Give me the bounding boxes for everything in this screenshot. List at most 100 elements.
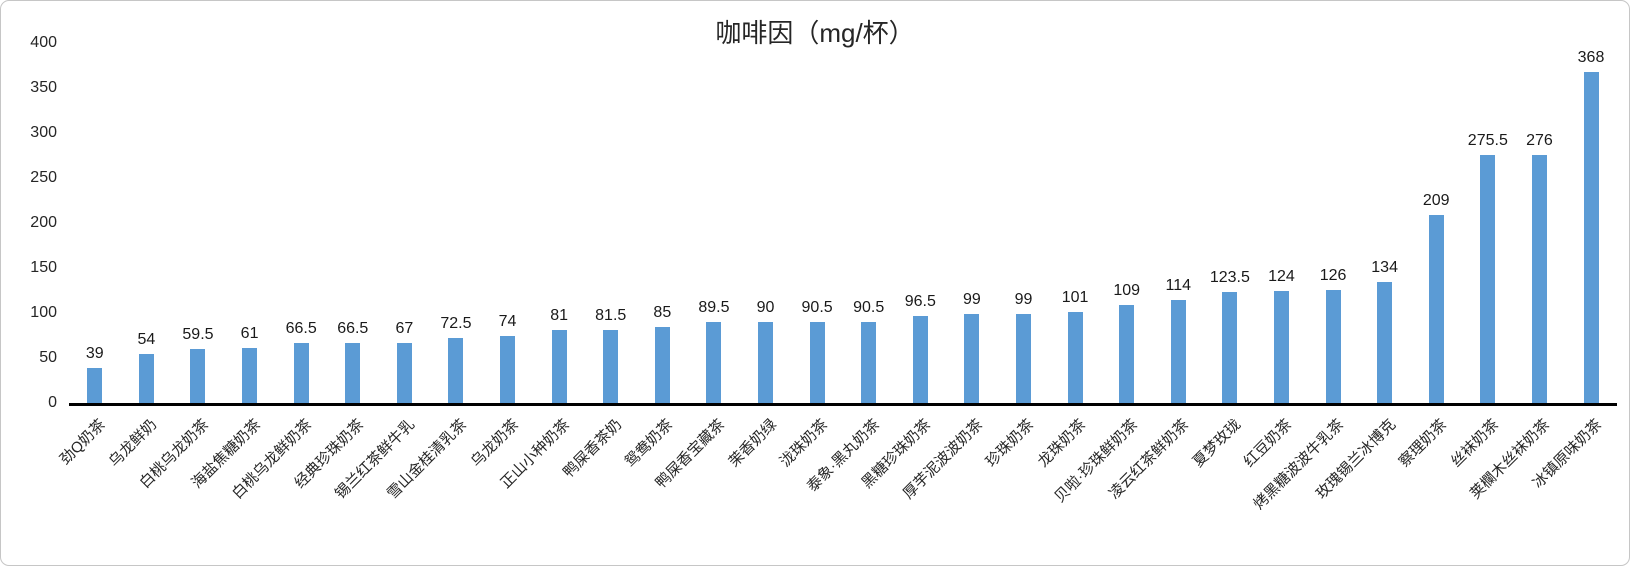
bar-value-label: 101	[1061, 289, 1089, 307]
bar-slot: 90.5 泷珠奶茶	[777, 43, 843, 471]
category-label: 察理奶茶	[1395, 416, 1451, 471]
bar-value-label: 90	[756, 299, 775, 316]
bar-value-label: 126	[1319, 266, 1347, 284]
bar-value-label: 66.5	[285, 320, 317, 338]
bar	[345, 343, 361, 403]
y-axis-tick-label: 100	[30, 304, 57, 321]
bar-slot: 89.5 鸭屎香宝藏茶	[652, 43, 740, 491]
bar-slot: 66.5 白桃乌龙鲜奶茶	[229, 43, 327, 502]
bar-slot: 59.5 白桃乌龙奶茶	[136, 43, 224, 491]
bar-slot: 72.5 雪山金桂清乳茶	[384, 43, 482, 503]
bar-slot: 90 茉香奶绿	[725, 43, 792, 471]
bar	[1222, 291, 1238, 403]
bar	[551, 330, 567, 403]
y-axis-tick-label: 350	[30, 79, 57, 96]
bar	[1583, 71, 1599, 403]
bar	[706, 322, 722, 403]
bar-value-label: 74	[498, 313, 517, 331]
bar-value-label: 39	[85, 344, 104, 362]
bar	[1377, 282, 1393, 403]
bar-slot: 134 玫瑰锡兰冰博克	[1313, 43, 1411, 502]
bar-slot: 90.5 泰象·黑丸奶茶	[804, 43, 895, 496]
bar-slot: 123.5 夏梦玫珑	[1190, 43, 1256, 471]
bar-value-label: 109	[1113, 281, 1141, 299]
bar-value-label: 99	[1014, 290, 1033, 308]
category-label: 珍珠奶茶	[983, 416, 1038, 471]
bar-value-label: 99	[962, 290, 981, 308]
bar-slot: 67 锡兰红茶鲜牛乳	[332, 43, 431, 503]
bar-value-label: 85	[653, 303, 672, 321]
bar	[1015, 313, 1031, 403]
bar	[912, 316, 928, 403]
bar-slot: 81.5 鸭屎香茶奶	[560, 43, 637, 482]
bar-value-label: 123.5	[1209, 268, 1250, 286]
bar-value-label: 134	[1371, 259, 1398, 277]
bar-slot: 81 正山小种奶茶	[498, 43, 585, 492]
bar	[138, 354, 154, 403]
bar	[1119, 304, 1135, 403]
bar-slot: 85 鸳鸯奶茶	[622, 43, 689, 471]
bar-value-label: 66.5	[337, 320, 369, 338]
bar-slot: 124 红豆奶茶	[1241, 43, 1308, 470]
bar-slot: 109 贝啦·珍珠鲜奶茶	[1051, 43, 1153, 506]
bar-value-label: 81.5	[595, 306, 627, 324]
bar	[190, 349, 206, 403]
bar-value-label: 90.5	[853, 298, 885, 316]
bar-slot: 368 冰镇原味奶茶	[1529, 43, 1617, 492]
bar-slot: 74 乌龙奶茶	[467, 43, 534, 470]
bar-slot: 209 察理奶茶	[1396, 43, 1462, 471]
bar	[396, 342, 412, 403]
y-axis-tick-label: 50	[39, 349, 57, 366]
bar	[1170, 300, 1186, 403]
category-label: 夏梦玫珑	[1189, 416, 1245, 471]
bar-slot: 114 凌云红茶鲜奶茶	[1106, 43, 1204, 502]
bar	[448, 337, 464, 403]
bar-value-label: 124	[1268, 268, 1295, 286]
category-label: 劲Q奶茶	[56, 416, 109, 469]
bar-value-label: 209	[1422, 191, 1450, 209]
bar	[293, 343, 309, 403]
bar	[758, 322, 774, 403]
y-axis-tick-label: 150	[30, 259, 57, 276]
bar-slot: 101 龙珠奶茶	[1035, 43, 1101, 470]
bar-slot: 39 劲Q奶茶	[57, 43, 121, 468]
chart-title: 咖啡因（mg/杯）	[715, 18, 915, 48]
bar	[1531, 154, 1547, 403]
bar-slot: 99 厚芋泥波波奶茶	[900, 43, 998, 502]
category-label: 茉香奶绿	[725, 416, 780, 471]
bar-value-label: 59.5	[182, 326, 214, 344]
bar-slot: 275.5 丝袜奶茶	[1448, 43, 1514, 471]
y-axis-tick-label: 400	[30, 34, 57, 51]
bar	[1480, 155, 1496, 403]
bar	[87, 367, 103, 403]
bar	[1273, 291, 1289, 403]
y-axis-tick-label: 300	[30, 124, 57, 141]
bar-slot: 61 海盐焦糖奶茶	[188, 43, 276, 492]
category-label: 烤黑糖波波牛乳茶	[1250, 416, 1348, 514]
bar-slot: 66.5 经典珍珠奶茶	[291, 43, 379, 492]
bar-value-label: 81	[550, 307, 569, 325]
bar-value-label: 276	[1526, 131, 1553, 149]
bar-value-label: 67	[395, 319, 414, 337]
bar-value-label: 61	[240, 325, 259, 343]
y-axis-tick-label: 250	[30, 169, 57, 186]
bar	[861, 321, 877, 403]
bar	[1325, 289, 1341, 403]
bar-slot: 276 荚欄木丝袜奶茶	[1467, 43, 1566, 503]
bar-value-label: 72.5	[440, 314, 472, 332]
bar	[603, 329, 619, 403]
bar	[654, 326, 670, 403]
bar-value-label: 114	[1165, 277, 1192, 295]
bar-value-label: 89.5	[698, 299, 730, 317]
bar	[500, 336, 516, 403]
bar-slot: 54 乌龙鲜奶	[106, 43, 173, 470]
bar	[964, 313, 980, 403]
bar-slot: 99 珍珠奶茶	[983, 43, 1050, 471]
bar-value-label: 275.5	[1467, 132, 1508, 150]
plot-area: 39 劲Q奶茶 54 乌龙鲜奶 59.5 白桃乌龙奶茶 61 海盐焦糖奶茶 66.5 白桃乌龙鲜奶…	[57, 43, 1617, 513]
y-axis: 400 350 300 250 200 150 100 50 0	[1, 1, 57, 565]
bar-slot: 96.5 黑糖珍珠奶茶	[859, 43, 947, 492]
bar-value-label: 368	[1577, 48, 1605, 66]
y-axis-tick-label: 0	[48, 394, 57, 411]
